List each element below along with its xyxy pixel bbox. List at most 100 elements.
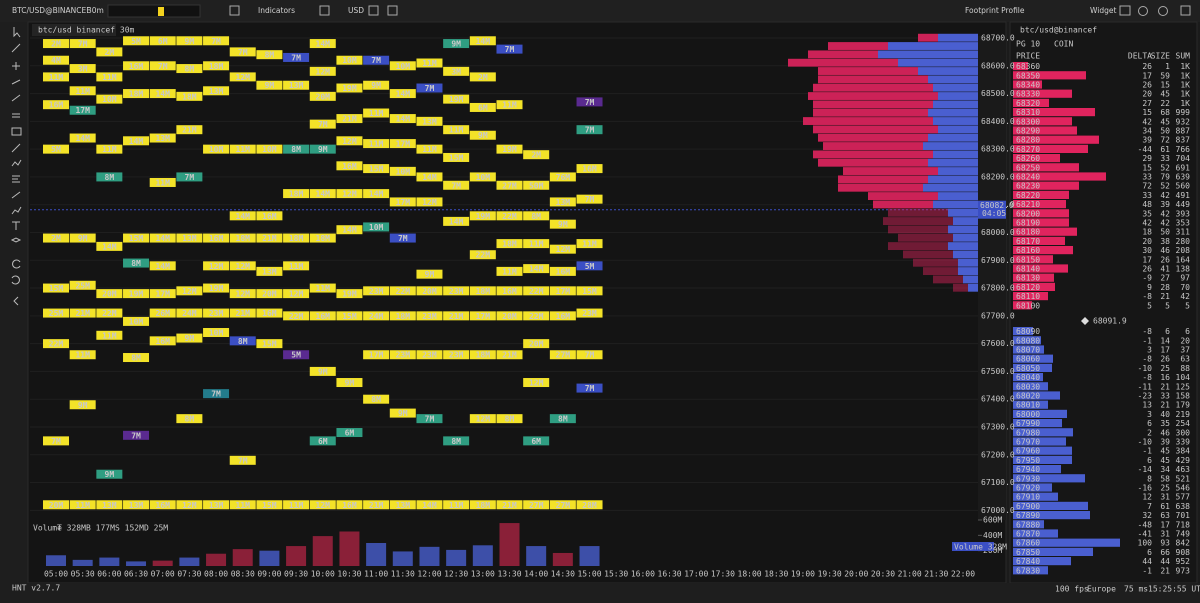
- footprint-label: 17M: [396, 140, 411, 149]
- order-price: 67980: [1016, 428, 1040, 437]
- footprint-label: 11M: [369, 140, 384, 149]
- profile-buy: [953, 233, 978, 242]
- footprint-cell: [576, 383, 603, 393]
- line-tool[interactable]: [11, 43, 21, 53]
- footprint-label: 15M: [129, 234, 144, 243]
- menu-icon[interactable]: [1180, 5, 1191, 16]
- profile-sell: [788, 58, 898, 67]
- unit-toggle[interactable]: COIN: [1054, 40, 1073, 49]
- symbol[interactable]: BTC/USD@BINANCEF: [12, 6, 91, 15]
- footprint-label: 21M: [449, 312, 464, 321]
- depth-bar: [1013, 336, 1041, 345]
- order-sum: 158: [1176, 392, 1191, 401]
- footprint-label: 16M: [155, 501, 170, 510]
- order-size: 42: [1160, 209, 1170, 218]
- order-sum: 908: [1176, 548, 1191, 557]
- order-size: 1: [1165, 62, 1170, 71]
- cross-tool[interactable]: [12, 62, 20, 70]
- footprint-label: 12M: [236, 290, 251, 299]
- footprint-cell: [176, 172, 203, 182]
- order-sum: 691: [1176, 163, 1191, 172]
- order-sum: 546: [1176, 484, 1191, 493]
- footprint-cell: [416, 116, 443, 126]
- channel-tool[interactable]: [12, 113, 20, 118]
- time-label: 11:00: [364, 570, 388, 579]
- ruler-tool[interactable]: [11, 191, 21, 199]
- page-size[interactable]: PG 10: [1016, 40, 1040, 49]
- profile-buy: [888, 42, 978, 50]
- depth-bar: [1013, 428, 1073, 437]
- footprint-cell: [496, 144, 523, 154]
- footprint-cell: [229, 47, 256, 57]
- order-delta: -9: [1142, 274, 1152, 283]
- redo-tool[interactable]: [11, 275, 20, 285]
- chart-icon[interactable]: [229, 5, 240, 16]
- profile-buy: [938, 167, 978, 175]
- measure-tool[interactable]: [11, 206, 22, 215]
- footprint-cell: [149, 261, 176, 271]
- footprint-label: 12M: [316, 501, 331, 510]
- collapse-tool[interactable]: [13, 296, 19, 306]
- footprint-label: 14M: [476, 37, 491, 46]
- order-sum: 6: [1185, 327, 1190, 336]
- search-box[interactable]: [107, 4, 201, 18]
- order-size: 45: [1160, 90, 1170, 99]
- brush-tool[interactable]: [11, 143, 21, 153]
- footprint-label: 12M: [236, 73, 251, 82]
- price-tick-label: 68700.0: [981, 34, 1015, 43]
- folder-icon[interactable]: [319, 5, 330, 16]
- widget-button[interactable]: Widget: [1090, 6, 1116, 15]
- footprint-label: 17M: [369, 351, 384, 360]
- footprint-cell: [469, 211, 496, 221]
- volume-delta: D 25M: [144, 524, 168, 533]
- settings-icon[interactable]: [1138, 6, 1148, 16]
- fib-tool[interactable]: [12, 175, 20, 183]
- add-icon[interactable]: [387, 5, 398, 16]
- footprint-cell: [336, 161, 363, 171]
- layers-tool[interactable]: [10, 237, 22, 243]
- footprint-label: 12M: [422, 198, 437, 207]
- depth-bar: [1013, 301, 1032, 310]
- footprint-label: 76M: [556, 173, 571, 182]
- path-tool[interactable]: [11, 159, 22, 167]
- footprint-cell: [69, 350, 96, 360]
- orderbook-header: PRICE: [1016, 52, 1040, 61]
- profile-sell: [888, 242, 948, 251]
- profile-buy: [948, 225, 978, 234]
- footprint-cell: [363, 139, 390, 149]
- footprint-cell: [416, 83, 443, 93]
- layout-button[interactable]: Footprint Profile: [965, 6, 1025, 15]
- depth-bar: [1013, 400, 1048, 409]
- footprint-cell: [123, 316, 150, 326]
- text-tool[interactable]: [12, 221, 20, 230]
- footprint-label: 9M: [265, 81, 275, 90]
- cursor-tool[interactable]: [13, 27, 21, 38]
- indicators-button[interactable]: Indicators: [258, 6, 295, 15]
- fullscreen-icon[interactable]: [368, 5, 379, 16]
- undo-tool[interactable]: [12, 259, 21, 269]
- order-delta: 6: [1147, 456, 1152, 465]
- region[interactable]: Europe: [1087, 585, 1116, 594]
- chart-tab-label[interactable]: btc/usd binancef 30m: [38, 26, 135, 35]
- order-price: 68310: [1016, 108, 1040, 117]
- rect-tool[interactable]: [11, 127, 22, 136]
- arrow-tool[interactable]: [11, 94, 21, 102]
- footprint-cell: [229, 211, 256, 221]
- ray-tool[interactable]: [11, 79, 21, 85]
- order-price: 67930: [1016, 474, 1040, 483]
- timeframe[interactable]: 30m: [87, 6, 104, 15]
- order-delta: 15: [1142, 108, 1152, 117]
- order-sum: 449: [1176, 200, 1191, 209]
- footprint-cell: [96, 330, 123, 340]
- depth-bar: [1013, 547, 1093, 556]
- currency-button[interactable]: USD: [348, 6, 364, 15]
- help-icon[interactable]: [1158, 6, 1168, 16]
- chart-tab[interactable]: [32, 24, 116, 36]
- order-sum: 125: [1176, 382, 1191, 391]
- footprint-label: 21M: [182, 126, 197, 135]
- order-sum: 718: [1176, 520, 1191, 529]
- order-size: 93: [1160, 539, 1170, 548]
- footprint-cell: [549, 500, 576, 510]
- camera-icon[interactable]: [1119, 5, 1131, 16]
- orderbook-tab[interactable]: btc/usd@binancef: [1020, 26, 1097, 35]
